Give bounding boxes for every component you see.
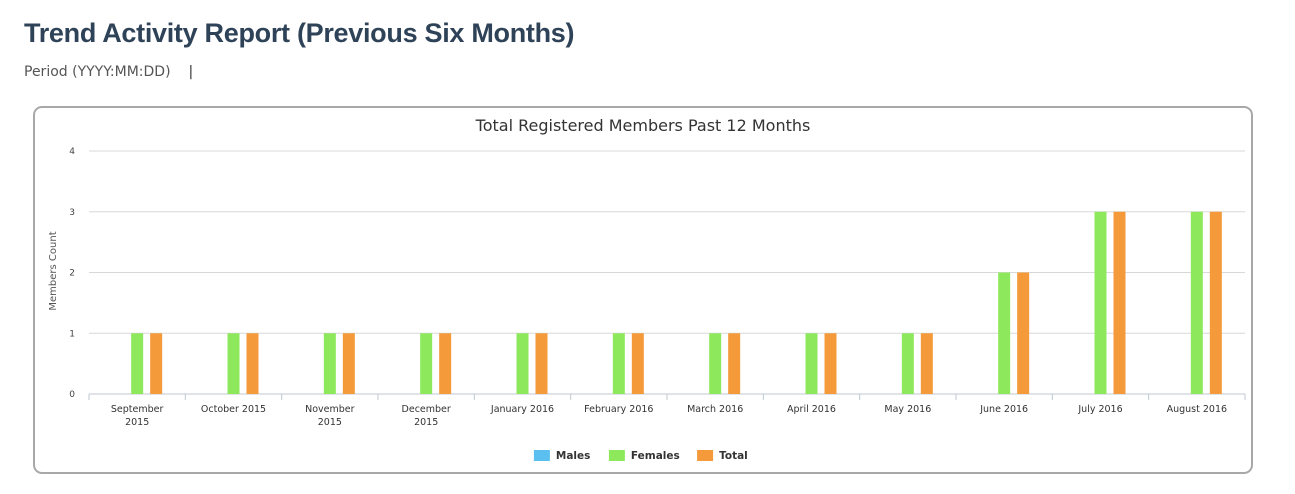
bar-females	[227, 333, 240, 394]
x-tick-label: June 2016	[979, 404, 1028, 415]
legend-swatch	[697, 450, 714, 461]
bar-females	[131, 333, 144, 394]
bar-females	[323, 333, 336, 394]
bar-total	[1209, 211, 1222, 394]
chart-title: Total Registered Members Past 12 Months	[475, 116, 811, 135]
bar-total	[246, 333, 259, 394]
legend-swatch	[608, 450, 625, 461]
y-tick-label: 2	[69, 269, 75, 279]
legend-swatch	[533, 450, 550, 461]
legend-item-females[interactable]: Females	[608, 450, 680, 462]
bar-total	[150, 333, 163, 394]
gridlines	[89, 150, 1245, 395]
x-tick-label: October 2015	[201, 404, 266, 415]
x-tick-label: November 2015	[305, 404, 355, 428]
x-tick-label: December 2015	[402, 404, 451, 428]
bar-females	[709, 333, 722, 394]
x-tick-label: September 2015	[111, 404, 164, 428]
y-axis-ticks: 0 1 2 3 4	[69, 147, 75, 400]
y-tick-label: 4	[69, 147, 75, 157]
bar-total	[1017, 272, 1030, 394]
legend-label: Females	[631, 450, 680, 462]
bar-females	[901, 333, 914, 394]
bar-total	[439, 333, 452, 394]
page-title: Trend Activity Report (Previous Six Mont…	[24, 18, 575, 48]
bar-females	[612, 333, 625, 394]
legend-item-males[interactable]: Males	[533, 450, 591, 462]
members-bar-chart: Total Registered Members Past 12 Months …	[48, 116, 1246, 462]
legend-label: Total	[719, 450, 748, 462]
bar-females	[1094, 211, 1107, 394]
bar-total	[920, 333, 933, 394]
y-tick-label: 1	[69, 329, 75, 339]
bar-females	[420, 333, 433, 394]
bar-total	[1113, 211, 1126, 394]
y-axis-label: Members Count	[48, 231, 59, 310]
period-label: Period (YYYY:MM:DD)	[24, 64, 171, 80]
chart-card: Total Registered Members Past 12 Months …	[33, 106, 1253, 474]
x-tick-label: August 2016	[1167, 404, 1227, 415]
bar-total	[824, 333, 837, 394]
bar-total	[535, 333, 548, 394]
bar-females	[805, 333, 818, 394]
bar-total	[342, 333, 355, 394]
bar-females	[516, 333, 529, 394]
x-tick-label: July 2016	[1077, 404, 1122, 415]
legend: Males Females Total	[533, 450, 748, 462]
x-axis-ticks: September 2015 October 2015 November 2015 Dec…	[88, 394, 1246, 428]
x-tick-label: January 2016	[490, 404, 554, 415]
period-separator: |	[188, 64, 194, 80]
bars	[131, 211, 1222, 394]
x-tick-label: April 2016	[787, 404, 836, 415]
y-tick-label: 0	[69, 390, 75, 400]
x-tick-label: March 2016	[687, 404, 743, 415]
legend-label: Males	[556, 450, 591, 462]
bar-total	[631, 333, 644, 394]
y-tick-label: 3	[69, 208, 75, 218]
bar-females	[998, 272, 1011, 394]
bar-females	[1190, 211, 1203, 394]
x-tick-label: May 2016	[884, 404, 931, 415]
legend-item-total[interactable]: Total	[697, 450, 748, 462]
period-row: Period (YYYY:MM:DD) |	[24, 64, 193, 80]
bar-total	[728, 333, 741, 394]
x-tick-label: February 2016	[584, 404, 653, 415]
